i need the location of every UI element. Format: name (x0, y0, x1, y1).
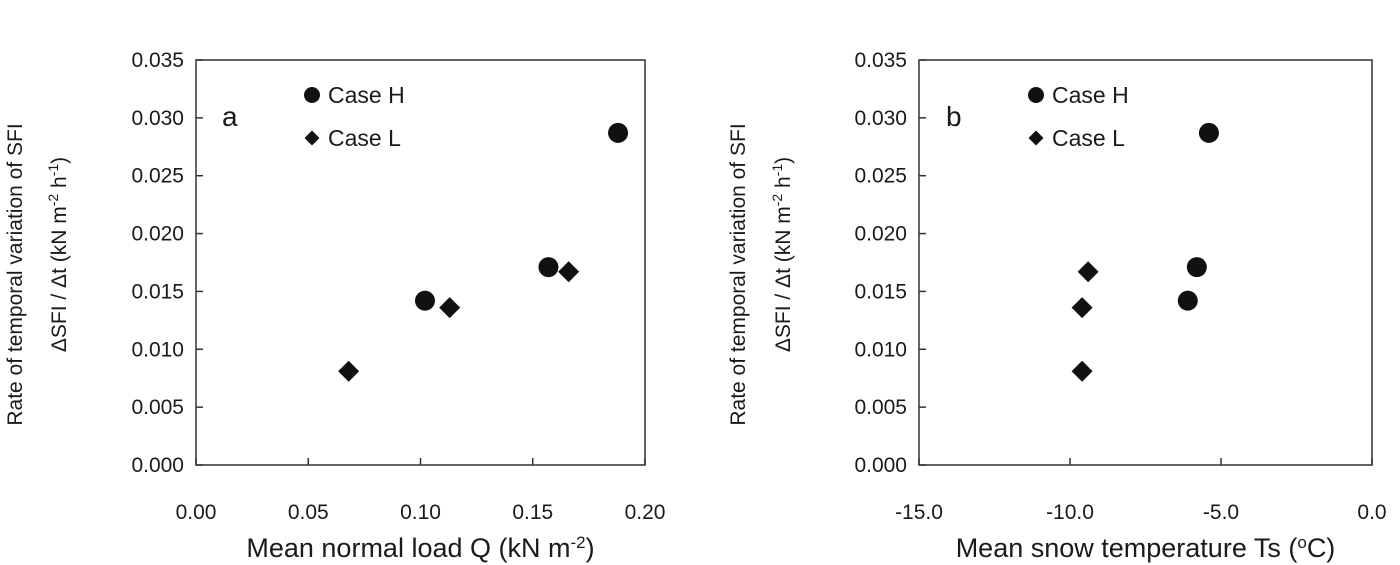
y-tick-label: 0.010 (854, 338, 907, 361)
legend-entry-diamond: Case L (1028, 125, 1125, 151)
y-axis-title-line1: Rate of temporal variation of SFI (727, 123, 750, 425)
x-tick-label: -10.0 (1046, 501, 1094, 524)
data-point-circle (414, 290, 435, 311)
data-point-circle (1186, 257, 1207, 278)
y-axis-title-line2: ΔSFI / Δt (kN m-2 h-1) (45, 157, 71, 352)
y-axis-title-line2: ΔSFI / Δt (kN m-2 h-1) (769, 157, 795, 352)
data-point-diamond (558, 261, 580, 283)
y-tick-label: 0.020 (854, 223, 907, 246)
x-tick-label: 0.15 (512, 501, 553, 524)
legend-label: Case L (328, 125, 401, 151)
y-tick-label: 0.000 (131, 454, 184, 477)
plot-frame (195, 59, 646, 466)
legend-label: Case L (1052, 125, 1125, 151)
panel-a: 0.000 0.005 0.010 0.015 0.020 0.025 0.030 0.035… (4, 49, 665, 563)
y-tick-label: 0.035 (131, 49, 184, 72)
data-point-circle (1177, 290, 1198, 311)
data-point-diamond (1071, 360, 1093, 382)
panel-b: 0.000 0.005 0.010 0.015 0.020 0.025 0.030 0.035… (727, 49, 1387, 563)
legend-diamond-marker (304, 130, 320, 146)
panel-letter: b (946, 101, 962, 132)
y-tick-label: 0.035 (854, 49, 907, 72)
legend-circle-marker (1028, 87, 1044, 103)
y-tick-label: 0.005 (854, 396, 907, 419)
data-point-circle (1198, 122, 1219, 143)
data-point-circle (538, 257, 559, 278)
y-tick-label: 0.020 (131, 223, 184, 246)
x-tick-label: 0.0 (1357, 501, 1386, 524)
x-axis-title: Mean normal load Q (kN m-2) (246, 533, 594, 564)
data-point-diamond (338, 360, 360, 382)
panel-letter: a (222, 101, 238, 132)
y-axis-title-line1: Rate of temporal variation of SFI (4, 123, 27, 425)
x-tick-label: 0.10 (400, 501, 441, 524)
data-point-diamond (1077, 261, 1099, 283)
legend-circle-marker (304, 87, 320, 103)
y-tick-label: 0.015 (131, 280, 184, 303)
y-tick-label: 0.015 (854, 280, 907, 303)
legend-entry-circle: Case H (304, 82, 405, 108)
y-tick-label: 0.030 (131, 107, 184, 130)
y-tick-label: 0.010 (131, 338, 184, 361)
y-tick-label: 0.025 (854, 165, 907, 188)
y-tick-label: 0.005 (131, 396, 184, 419)
data-point-circle (608, 122, 629, 143)
x-tick-label: 0.00 (176, 501, 217, 524)
y-tick-label: 0.000 (854, 454, 907, 477)
y-tick-label: 0.030 (854, 107, 907, 130)
legend-entry-circle: Case H (1028, 82, 1129, 108)
y-tick-label: 0.025 (131, 165, 184, 188)
x-tick-label: -15.0 (895, 501, 943, 524)
x-tick-label: 0.05 (288, 501, 329, 524)
legend-label: Case H (328, 82, 405, 108)
plot-frame (918, 59, 1373, 466)
legend-diamond-marker (1028, 130, 1044, 146)
legend-entry-diamond: Case L (304, 125, 401, 151)
data-point-diamond (439, 297, 461, 319)
data-point-diamond (1071, 297, 1093, 319)
x-axis-title: Mean snow temperature Ts (oC) (956, 533, 1336, 564)
x-tick-label: 0.20 (625, 501, 666, 524)
x-tick-label: -5.0 (1203, 501, 1239, 524)
legend-label: Case H (1052, 82, 1129, 108)
